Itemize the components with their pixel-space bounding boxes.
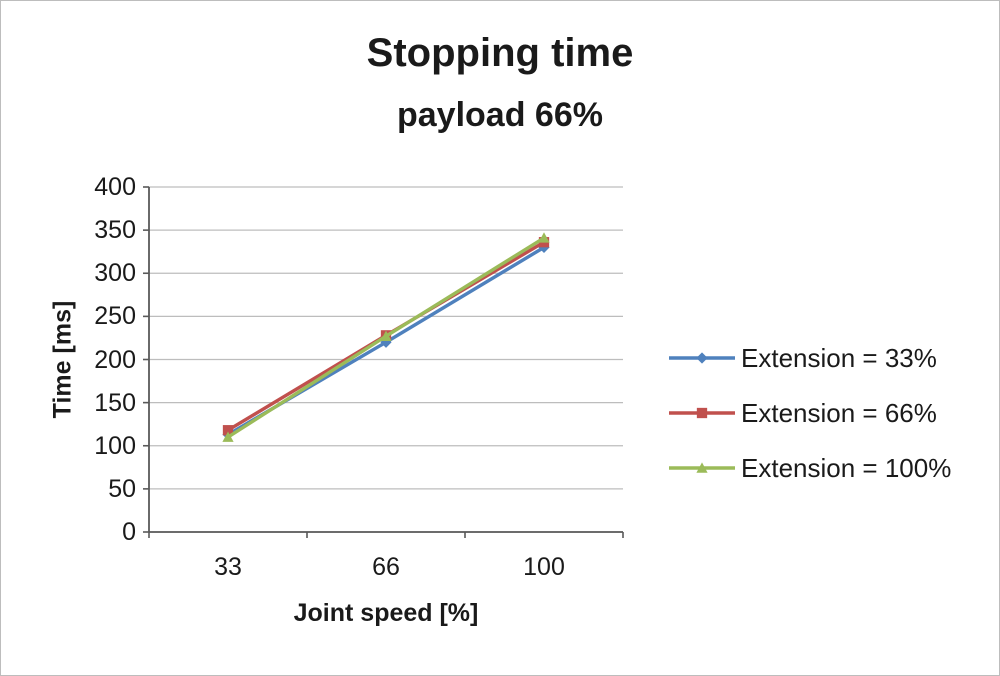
y-tick-label: 350 xyxy=(94,216,136,245)
legend-item: Extension = 33% xyxy=(669,343,951,373)
y-tick-label: 400 xyxy=(94,173,136,201)
legend-key-square-icon xyxy=(669,407,735,419)
chart-title: Stopping time xyxy=(366,31,634,75)
legend-label: Extension = 33% xyxy=(741,343,937,373)
marker-square-icon xyxy=(696,407,708,419)
x-tick-label: 100 xyxy=(523,553,565,581)
y-tick-label: 250 xyxy=(94,302,136,331)
chart-subtitle: payload 66% xyxy=(397,96,603,134)
y-tick-label: 50 xyxy=(108,474,136,503)
legend-item: Extension = 100% xyxy=(669,453,951,483)
marker-square-icon xyxy=(222,425,234,436)
y-tick-label: 0 xyxy=(122,518,136,546)
marker-triangle-icon xyxy=(380,330,392,341)
x-axis-title: Joint speed [%] xyxy=(293,599,479,627)
legend-key-triangle-icon xyxy=(669,462,735,473)
legend-key-diamond-icon xyxy=(669,352,735,364)
y-tick-label: 200 xyxy=(94,345,136,374)
legend-label: Extension = 100% xyxy=(741,453,952,483)
x-tick-label: 66 xyxy=(372,553,400,581)
legend-label: Extension = 66% xyxy=(741,398,937,428)
x-tick-label: 33 xyxy=(214,553,242,581)
y-tick-label: 300 xyxy=(94,259,136,288)
y-tick-label: 150 xyxy=(94,388,136,417)
marker-diamond-icon xyxy=(696,352,708,364)
legend-item: Extension = 66% xyxy=(669,398,951,428)
legend: Extension = 33% Extension = 66% Extension … xyxy=(669,343,951,508)
marker-triangle-icon xyxy=(222,431,234,442)
y-tick-label: 100 xyxy=(94,431,136,460)
plot-area xyxy=(143,186,624,538)
marker-triangle-icon xyxy=(538,232,550,243)
marker-triangle-icon xyxy=(696,462,708,473)
